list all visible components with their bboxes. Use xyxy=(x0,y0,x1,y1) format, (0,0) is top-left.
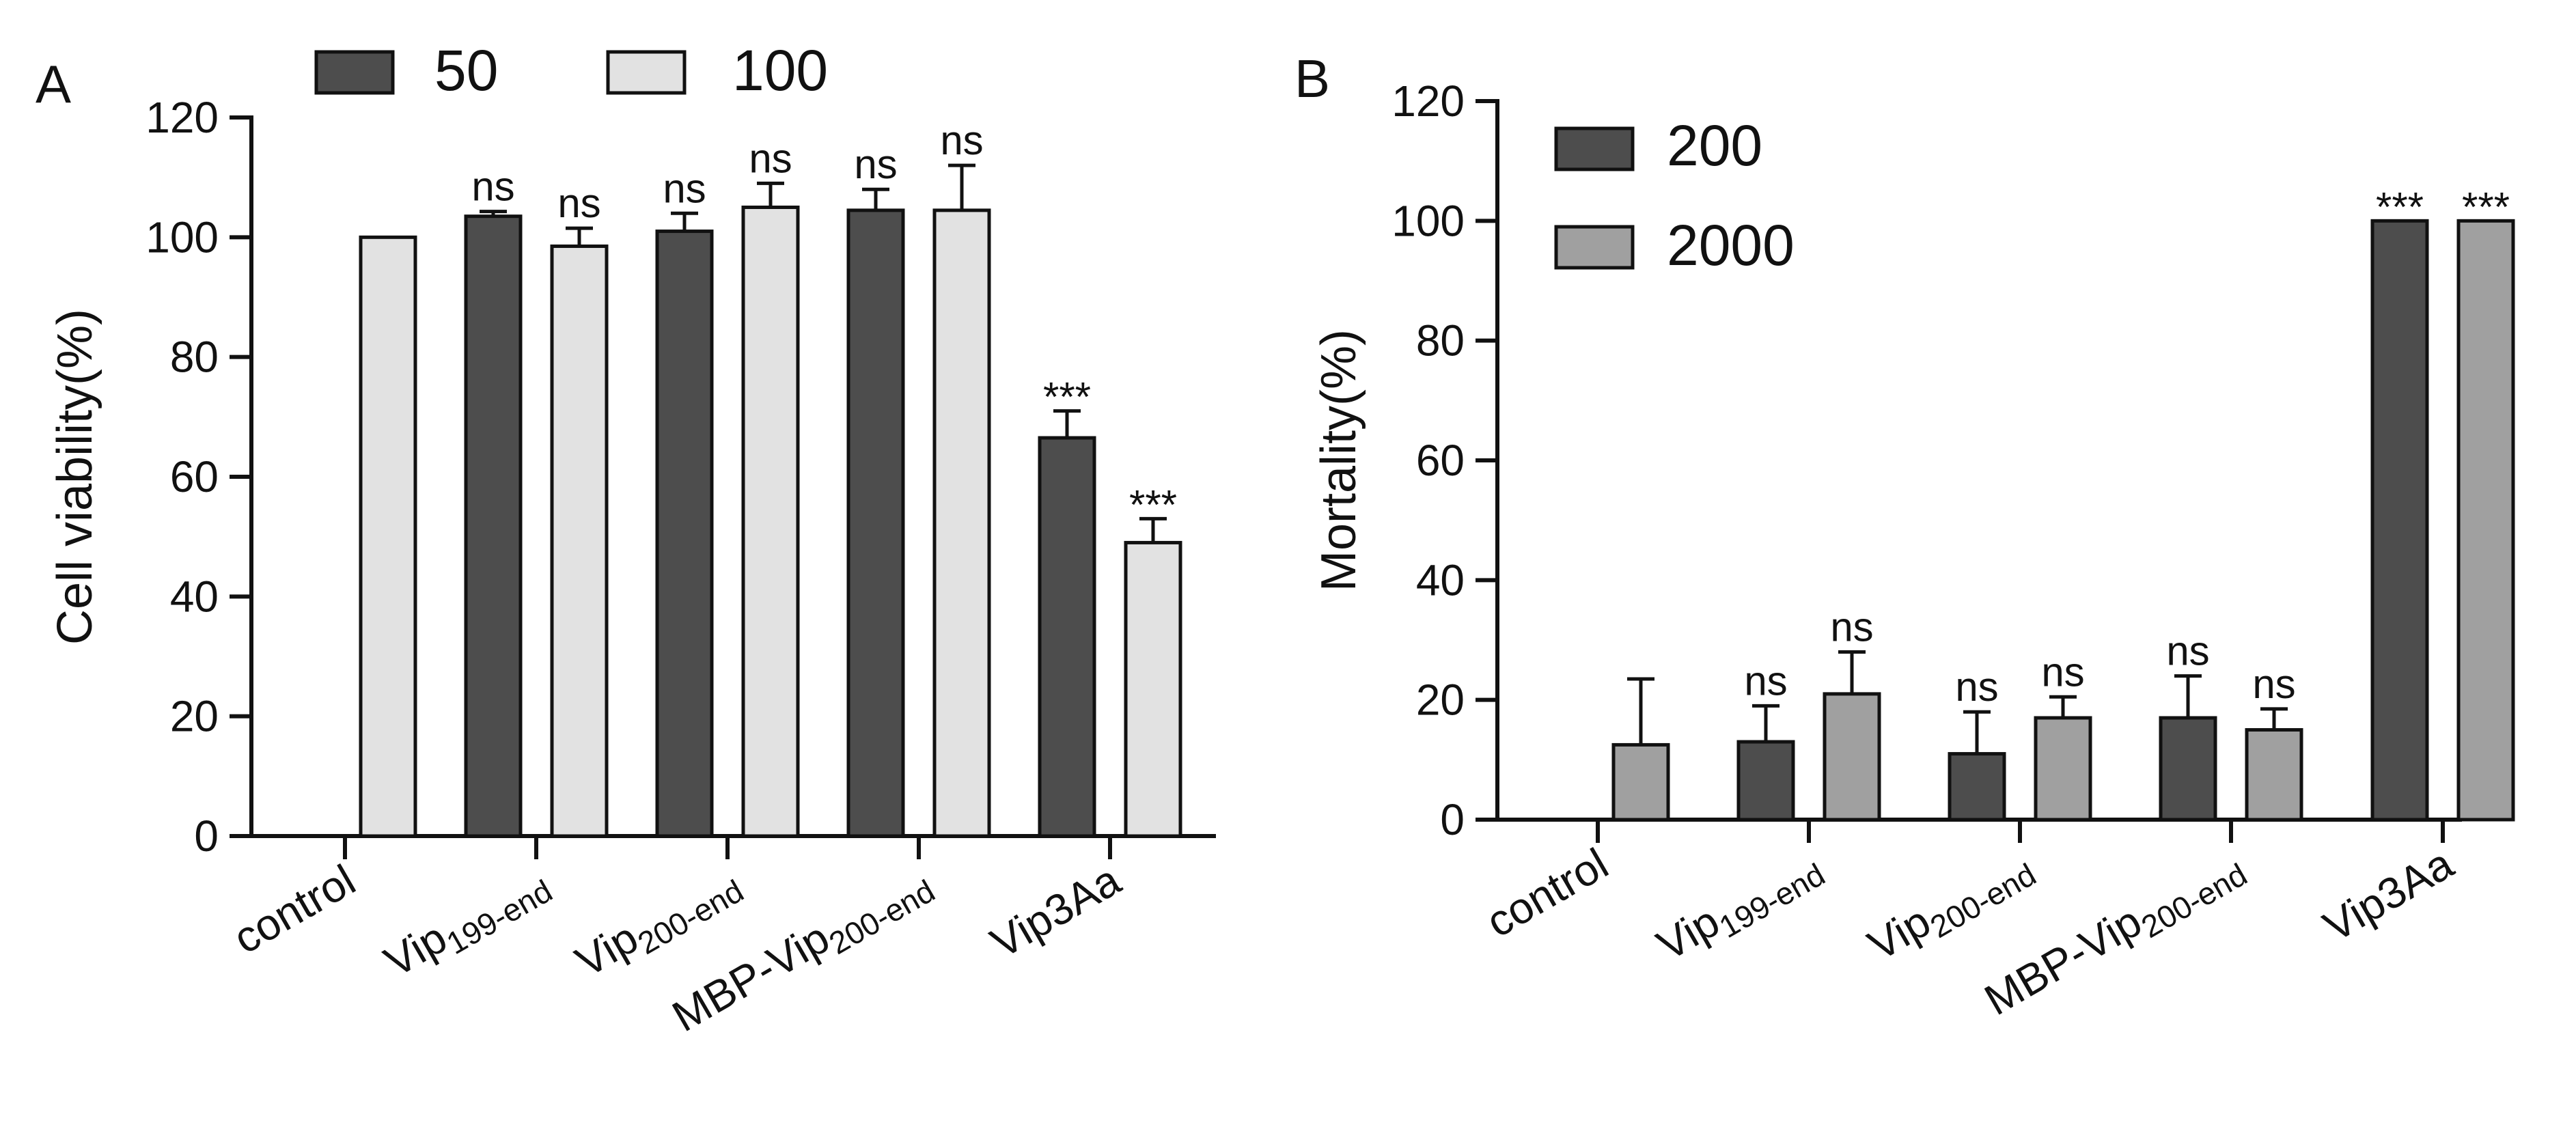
bar-50-2 xyxy=(655,230,714,838)
x-tick-label: Vip199-end xyxy=(376,855,558,992)
bar-2000-1 xyxy=(1823,692,1881,822)
y-tick-label: 120 xyxy=(1391,77,1465,126)
significance-ns: ns xyxy=(940,117,983,163)
x-tick-label-main: Vip3Aa xyxy=(2315,839,2461,951)
x-tick-label-subscript: 199-end xyxy=(441,873,558,961)
x-tick-label-main: Vip xyxy=(376,913,455,986)
significance-stars: *** xyxy=(2376,184,2424,230)
significance-stars: *** xyxy=(1129,482,1177,527)
x-tick-label: MBP-Vip200-end xyxy=(664,855,941,1047)
significance-ns: ns xyxy=(471,164,514,210)
y-tick-label: 40 xyxy=(1416,555,1465,604)
x-tick-label-subscript: 200-end xyxy=(823,873,941,961)
x-tick-label-subscript: 200-end xyxy=(2135,857,2253,945)
y-tick-label: 60 xyxy=(1416,436,1465,485)
bar-50-1 xyxy=(464,214,523,838)
bar-100-1 xyxy=(550,244,609,838)
x-tick-label: control xyxy=(1478,839,1616,947)
legend-label-200: 200 xyxy=(1667,113,1762,178)
significance-ns: ns xyxy=(557,180,600,226)
bar-2000-2 xyxy=(2034,716,2092,822)
bar-100-3 xyxy=(932,208,991,838)
y-tick-label: 80 xyxy=(170,333,219,382)
x-tick-label: Vip3Aa xyxy=(982,855,1128,968)
y-tick-label: 40 xyxy=(170,572,219,621)
x-tick-label-main: Vip3Aa xyxy=(982,855,1128,968)
y-tick-label: 120 xyxy=(146,93,219,142)
y-tick-label: 0 xyxy=(194,811,219,861)
bar-2000-4 xyxy=(2456,219,2515,822)
y-axis-title: Cell viability(%) xyxy=(48,309,102,645)
legend-swatch-2000 xyxy=(1554,225,1635,270)
bar-100-4 xyxy=(1124,540,1182,838)
x-tick-label-main: Vip xyxy=(1860,896,1939,970)
significance-ns: ns xyxy=(2041,649,2084,695)
legend-label-50: 50 xyxy=(434,38,498,102)
bar-200-1 xyxy=(1736,740,1795,822)
x-tick-label-subscript: 200-end xyxy=(632,873,749,961)
bar-200-2 xyxy=(1948,752,2006,822)
x-tick-label-main: control xyxy=(225,855,363,963)
bar-200-3 xyxy=(2159,716,2217,822)
bar-100-0 xyxy=(359,235,417,838)
significance-ns: ns xyxy=(2166,628,2209,674)
significance-stars: *** xyxy=(2462,184,2510,230)
bar-50-3 xyxy=(846,208,905,838)
x-tick-label: Vip200-end xyxy=(1860,839,2042,976)
significance-ns: ns xyxy=(1744,658,1787,704)
x-tick-label-subscript: 200-end xyxy=(1924,857,2042,945)
panel-label: B xyxy=(1294,48,1330,109)
x-tick-label-main: Vip xyxy=(568,913,646,986)
legend-label-2000: 2000 xyxy=(1667,213,1795,277)
legend-swatch-200 xyxy=(1554,126,1635,171)
significance-ns: ns xyxy=(854,141,897,187)
significance-ns: ns xyxy=(2252,661,2295,707)
bar-2000-3 xyxy=(2245,728,2303,822)
bar-2000-0 xyxy=(1611,742,1670,822)
bar-200-4 xyxy=(2370,219,2429,822)
x-tick-label: control xyxy=(225,855,363,963)
significance-ns: ns xyxy=(1830,604,1873,650)
x-tick-label: Vip3Aa xyxy=(2315,839,2461,951)
y-tick-label: 80 xyxy=(1416,316,1465,365)
y-axis-title: Mortality(%) xyxy=(1312,329,1366,592)
bar-50-4 xyxy=(1038,436,1096,838)
significance-ns: ns xyxy=(749,135,792,181)
x-tick-label-main: Vip xyxy=(1649,896,1728,970)
x-tick-label-main: control xyxy=(1478,839,1616,947)
y-tick-label: 20 xyxy=(1416,676,1465,725)
legend-label-100: 100 xyxy=(732,38,828,102)
legend-swatch-50 xyxy=(314,50,395,95)
legend-swatch-100 xyxy=(606,50,687,95)
x-tick-label: Vip199-end xyxy=(1649,839,1831,976)
y-tick-label: 0 xyxy=(1440,795,1465,844)
panel-label: A xyxy=(36,54,71,114)
x-tick-label-main: MBP-Vip xyxy=(1976,896,2150,1025)
y-tick-label: 100 xyxy=(146,212,219,262)
significance-stars: *** xyxy=(1043,374,1091,420)
chart-panel-a: A Cell viability(%) 0 20 40 60 80 100 120 control… xyxy=(36,38,1216,1047)
bar-100-2 xyxy=(741,206,800,838)
y-tick-label: 20 xyxy=(170,692,219,741)
significance-ns: ns xyxy=(1955,664,1998,710)
y-tick-label: 100 xyxy=(1391,196,1465,245)
y-tick-label: 60 xyxy=(170,452,219,501)
x-tick-label-subscript: 199-end xyxy=(1713,857,1831,945)
significance-ns: ns xyxy=(663,165,706,211)
